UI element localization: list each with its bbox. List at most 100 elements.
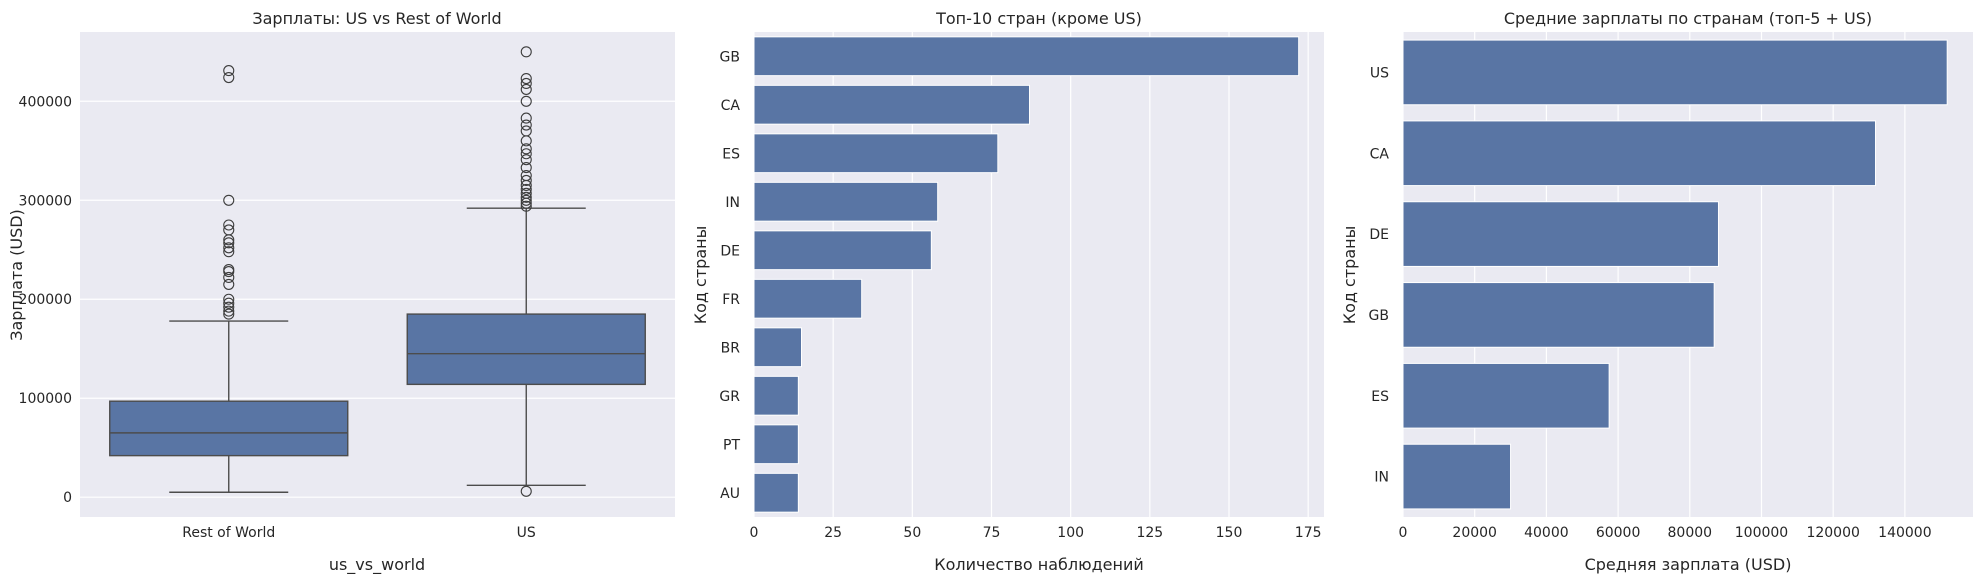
chart-title: Зарплаты: US vs Rest of World — [252, 9, 501, 28]
y-tick-label: 100000 — [19, 391, 72, 407]
outlier-point — [223, 71, 235, 84]
y-tick-label: 200000 — [19, 292, 72, 308]
x-axis-label: Количество наблюдений — [934, 555, 1143, 574]
bar-de — [753, 230, 932, 271]
y-tick-label: BR — [721, 340, 741, 356]
chart-top10-countries: GB CA ES IN DE FR BR GR PT AU 0 25 50 75 100 125 150 175… — [691, 9, 1324, 574]
y-tick-label: FR — [722, 292, 740, 308]
outlier-point — [520, 72, 532, 85]
outlier-point — [520, 183, 532, 195]
outlier-point — [520, 200, 532, 212]
iqr-box — [109, 400, 349, 457]
bar-ca — [753, 84, 1030, 125]
y-axis-label: Зарплата (USD) — [7, 209, 26, 341]
y-tick-label: 0 — [63, 490, 72, 506]
x-tick-label: 60000 — [1596, 525, 1641, 541]
x-tick-label: Rest of World — [182, 525, 275, 541]
outlier-point — [520, 46, 532, 58]
x-tick-label: 0 — [1399, 525, 1408, 541]
y-tick-label: CA — [721, 98, 741, 114]
outlier-point — [223, 293, 235, 305]
box-group-rest-of-world — [109, 65, 349, 493]
y-tick-label: GR — [719, 389, 740, 405]
bar-fr — [753, 278, 863, 319]
x-axis-label: us_vs_world — [329, 555, 425, 575]
outlier-point — [223, 224, 235, 236]
y-tick-label: ES — [1371, 389, 1389, 405]
x-axis-label: Средняя зарплата (USD) — [1585, 555, 1792, 574]
y-tick-label: GB — [720, 49, 740, 65]
y-tick-label: ES — [722, 146, 740, 162]
bar-br — [753, 327, 802, 368]
outlier-point — [520, 169, 532, 182]
bar-es — [753, 133, 999, 174]
outlier-point — [520, 77, 532, 90]
outlier-point — [520, 125, 532, 137]
bar-de — [1402, 201, 1719, 267]
y-tick-label: CA — [1370, 146, 1390, 162]
outlier-point — [223, 242, 235, 254]
bar-us — [1402, 39, 1948, 106]
x-tick-label: 140000 — [1878, 525, 1931, 541]
x-tick-label: 150 — [1216, 525, 1243, 541]
outlier-point — [520, 112, 532, 124]
outlier-point — [520, 95, 532, 107]
x-tick-label: 125 — [1136, 525, 1163, 541]
x-tick-label: 80000 — [1668, 525, 1713, 541]
outlier-point — [520, 174, 532, 187]
outlier-point — [223, 271, 235, 284]
bar-es — [1402, 362, 1610, 429]
outlier-point — [223, 264, 235, 276]
chart-mean-salaries: US CA DE GB ES IN 0 20000 40000 60000 80000 100000… — [1340, 9, 1973, 574]
y-axis-label: Код страны — [1340, 226, 1359, 324]
y-tick-label: AU — [720, 486, 740, 502]
x-tick-label: 40000 — [1524, 525, 1569, 541]
chart-salary-boxplot: 0 100000 200000 300000 400000 Rest of World U… — [7, 9, 675, 575]
plot-area — [1403, 32, 1973, 517]
y-tick-label: DE — [720, 243, 740, 259]
y-tick-label: IN — [1374, 470, 1389, 486]
bar-gb — [753, 36, 1300, 77]
x-tick-label: 50 — [903, 525, 921, 541]
x-tick-label: 0 — [750, 525, 759, 541]
x-tick-label: 20000 — [1452, 525, 1497, 541]
outlier-point — [520, 162, 532, 174]
outlier-point — [223, 305, 235, 317]
y-tick-label: PT — [723, 437, 740, 453]
outlier-point — [520, 148, 532, 160]
bar-ca — [1402, 120, 1876, 187]
outlier-point — [520, 187, 532, 199]
outlier-point — [520, 485, 532, 497]
bar-pt — [753, 424, 799, 465]
chart-title: Средние зарплаты по странам (топ-5 + US) — [1504, 9, 1872, 28]
y-tick-label: 300000 — [19, 193, 72, 209]
box-group-us — [406, 46, 646, 497]
outlier-point — [223, 278, 235, 290]
y-axis-label: Код страны — [691, 226, 710, 324]
y-tick-label: IN — [725, 195, 740, 211]
y-tick-label: US — [1370, 65, 1389, 81]
outlier-point — [223, 194, 235, 206]
outlier-point — [520, 154, 532, 166]
outlier-point — [223, 237, 235, 249]
outlier-point — [223, 246, 235, 258]
outlier-point — [223, 219, 235, 231]
bar-in — [753, 181, 939, 222]
outlier-point — [520, 143, 532, 155]
outlier-point — [520, 194, 532, 206]
outlier-point — [520, 83, 532, 95]
bar-au — [753, 472, 799, 513]
x-tick-label: 175 — [1295, 525, 1322, 541]
x-tick-label: 25 — [824, 525, 842, 541]
bar-in — [1402, 443, 1512, 510]
x-tick-label: 120000 — [1806, 525, 1859, 541]
x-tick-label: 100 — [1057, 525, 1084, 541]
outlier-point — [223, 308, 235, 320]
outlier-point — [520, 119, 532, 131]
bar-gr — [753, 375, 799, 416]
outlier-point — [223, 297, 235, 309]
outlier-point — [223, 65, 235, 77]
x-tick-label: 75 — [983, 525, 1001, 541]
x-tick-label: US — [517, 525, 536, 541]
